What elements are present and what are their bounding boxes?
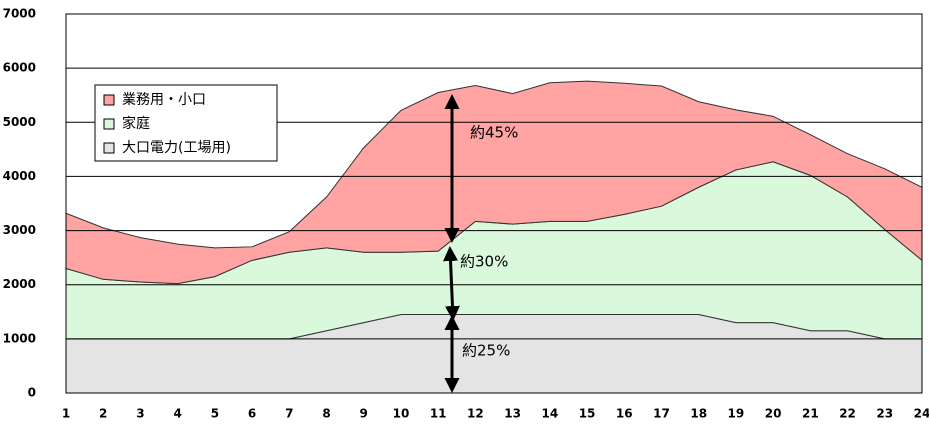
y-tick-label: 5000 [3,115,36,129]
x-tick-label: 23 [876,407,893,421]
arrows [443,94,460,393]
plot-border [65,13,923,394]
x-tick-label: 15 [579,407,596,421]
legend-label: 業務用・小口 [122,92,206,108]
legend-swatch [103,94,115,106]
x-tick-label: 12 [467,407,484,421]
x-tick-label: 5 [211,407,219,421]
x-tick-label: 9 [360,407,368,421]
areas [65,80,923,394]
x-tick-label: 1 [62,407,70,421]
x-tick-label: 13 [504,407,521,421]
x-tick-label: 3 [136,407,144,421]
legend-label: 家庭 [122,115,150,132]
legend-swatch [103,118,115,130]
x-tick-label: 14 [541,407,558,421]
y-tick-label: 3000 [3,223,36,237]
x-tick-label: 11 [430,407,447,421]
y-tick-label: 4000 [3,169,36,183]
x-tick-label: 10 [393,407,410,421]
legend-label: 大口電力(工場用) [122,140,231,156]
x-tick-label: 20 [765,407,782,421]
x-tick-label: 18 [690,407,707,421]
legend-box [94,84,278,162]
y-tick-label: 1000 [3,331,36,345]
x-tick-label: 8 [322,407,330,421]
y-tick-label: 7000 [3,7,36,21]
x-tick-label: 24 [914,407,929,421]
x-tick-label: 2 [99,407,107,421]
x-tick-label: 4 [173,407,181,421]
x-tick-label: 7 [285,407,293,421]
y-tick-label: 2000 [3,277,36,291]
arrow [443,246,460,321]
x-tick-label: 21 [802,407,819,421]
x-tick-label: 22 [839,407,856,421]
annotation: 約30% [460,253,508,271]
legend-swatch [103,142,115,154]
x-tick-label: 19 [728,407,745,421]
y-tick-label: 0 [28,386,36,400]
y-tick-label: 6000 [3,61,36,75]
annotation: 約25% [462,342,510,360]
x-tick-label: 17 [653,407,670,421]
x-tick-label: 6 [248,407,256,421]
annotation: 約45% [470,124,518,142]
x-tick-label: 16 [616,407,633,421]
